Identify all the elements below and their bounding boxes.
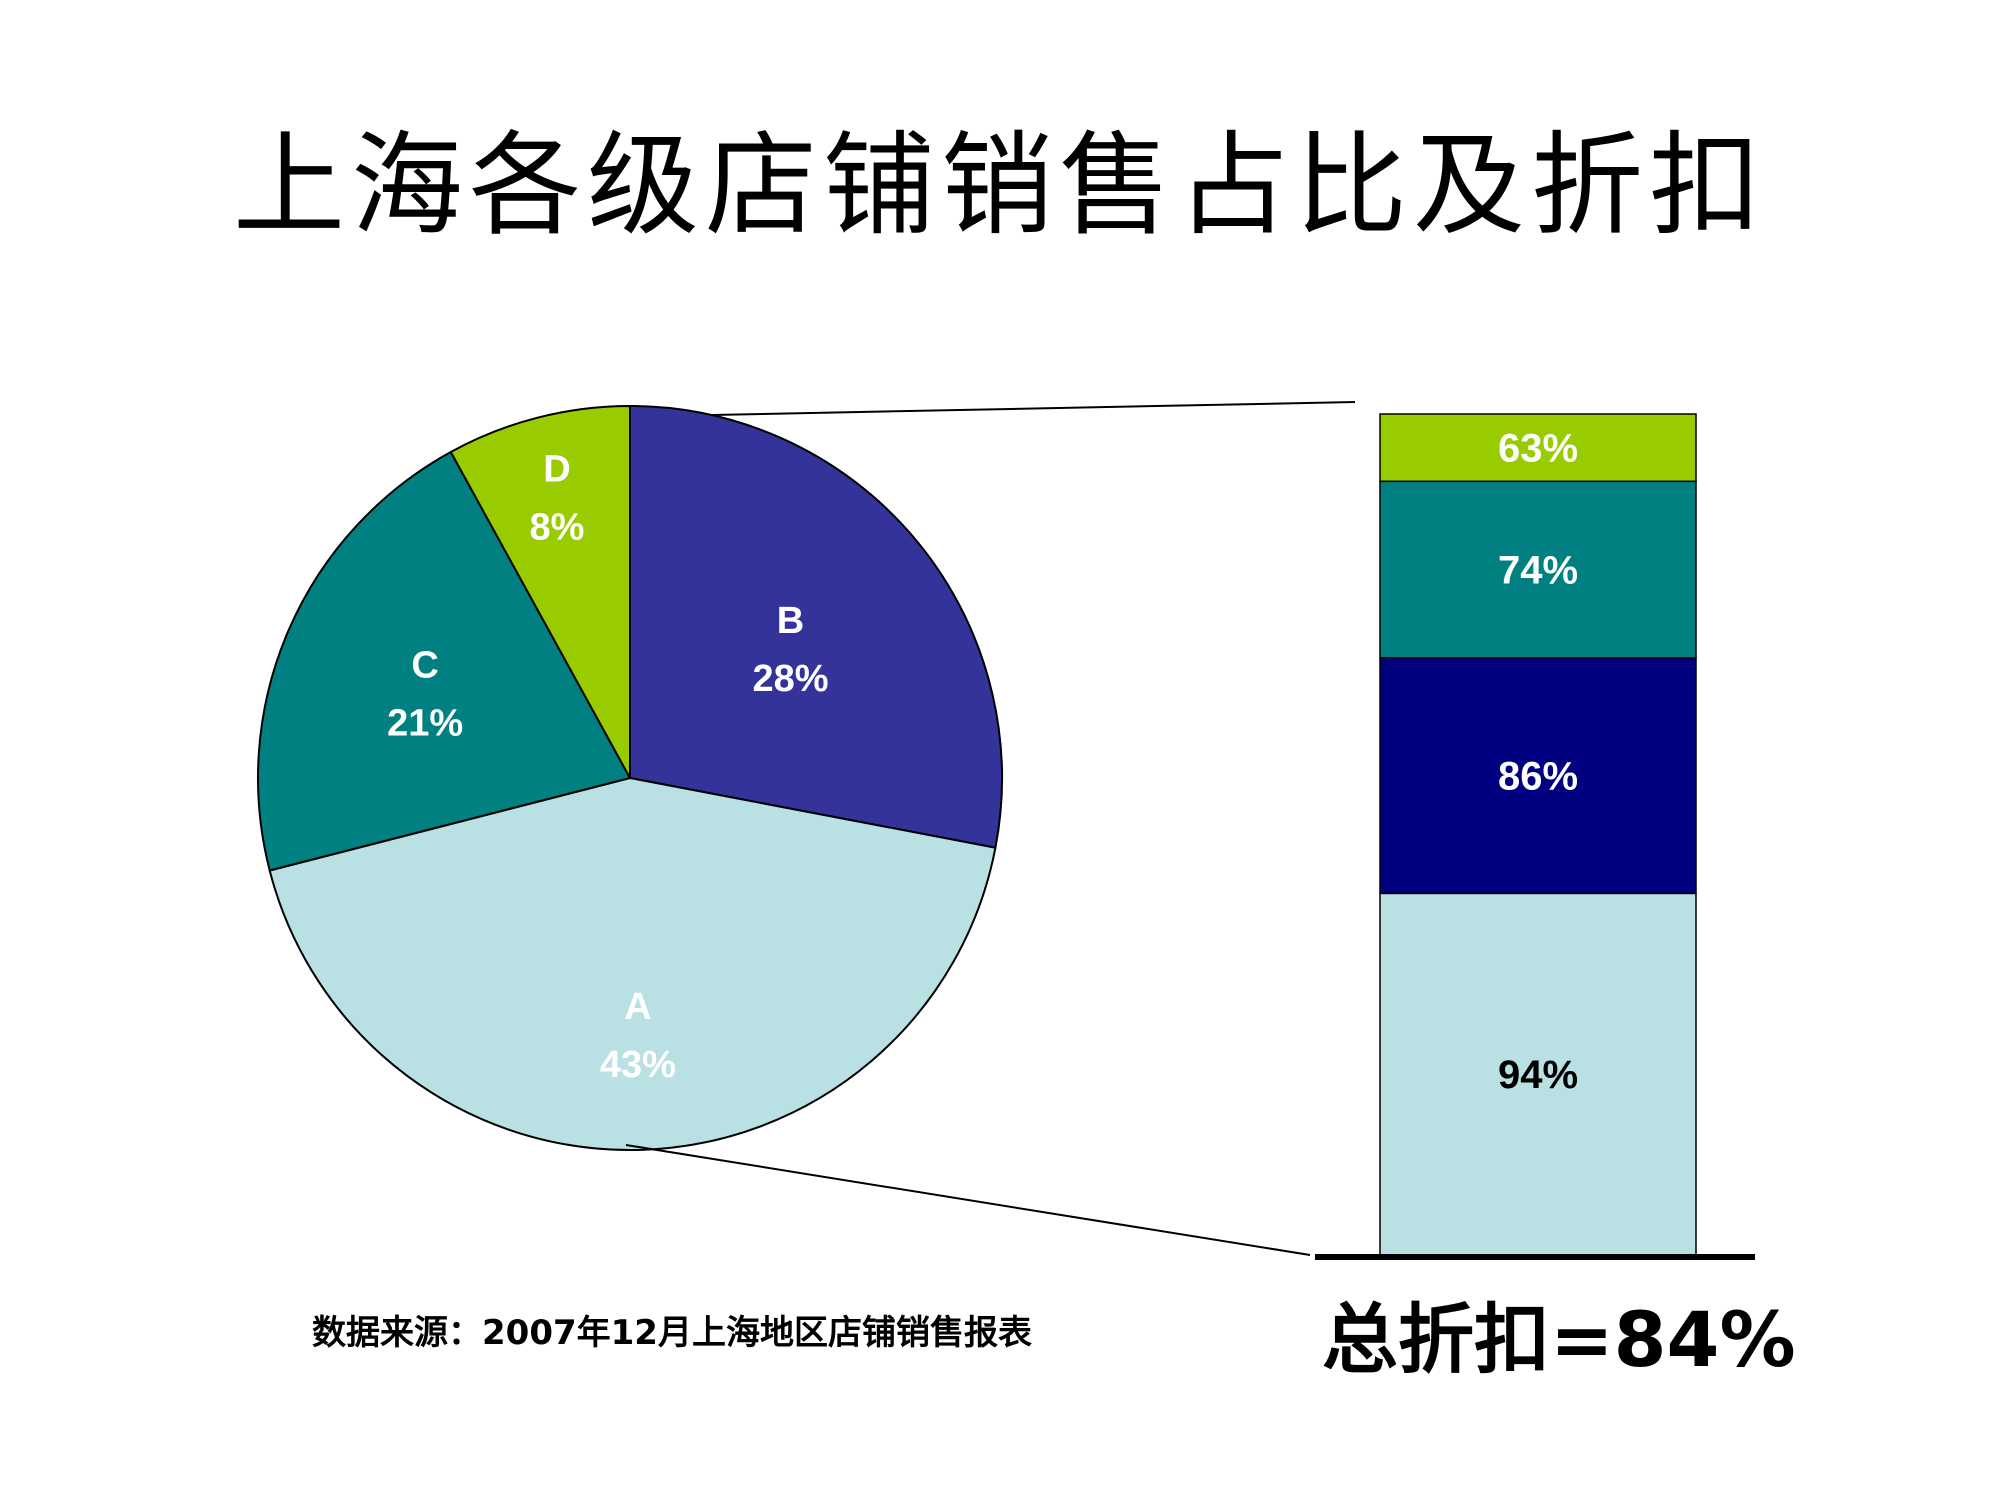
bar-label-b: 86% [1498,755,1578,799]
connector-line-bottom [625,1144,1311,1256]
bar-segment-b [1379,657,1697,895]
bar-label-c: 74% [1498,549,1578,593]
pie-label-value-c: 21% [387,702,463,744]
pie-label-category-d: D [543,448,570,490]
bar-label-a: 94% [1498,1053,1578,1097]
bar-segment-d [1379,413,1697,483]
data-source-note: 数据来源：2007年12月上海地区店铺销售报表 [312,1313,1032,1353]
pie-slice-b [629,404,1003,849]
pie-slice-a [268,776,997,1151]
bar-segment-a [1379,892,1697,1256]
pie-label-value-d: 8% [529,506,584,548]
bar-label-d: 63% [1498,427,1578,471]
pie-chart: B 28% A 43% C 21% D 8% [257,404,1003,1151]
total-discount: 总折扣=84% [1322,1295,1796,1384]
page-title: 上海各级店铺销售占比及折扣 [233,121,1767,251]
pie-label-category-b: B [777,600,804,642]
pie-label-category-c: C [411,644,438,686]
connector-lines [625,401,1356,1256]
pie-label-value-a: 43% [600,1044,676,1086]
pie-label-value-b: 28% [752,658,828,700]
pie-slice-d [449,404,631,779]
pie-slice-c [257,450,632,872]
stacked-bar-chart: 94% 86% 74% 63% [1379,413,1697,1256]
bar-segment-c [1379,480,1697,659]
pie-label-category-a: A [624,986,651,1028]
connector-line-top [711,401,1356,416]
